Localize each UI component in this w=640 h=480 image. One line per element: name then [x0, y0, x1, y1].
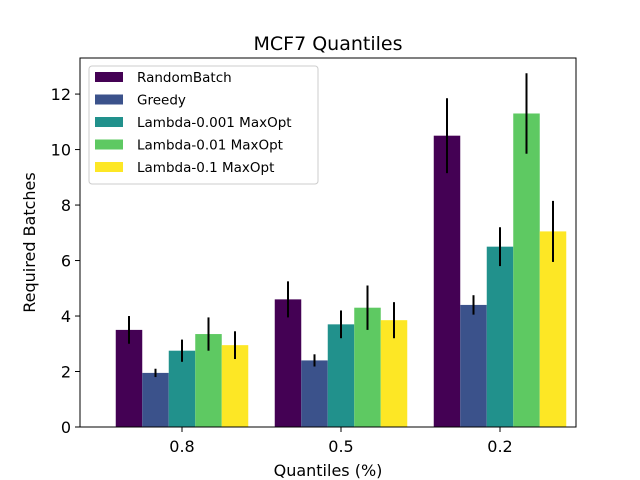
bar — [274, 299, 302, 427]
y-axis-ticks: 0 2 4 6 8 10 12 — [51, 85, 80, 437]
legend-label: Lambda-0.01 MaxOpt — [137, 138, 283, 154]
legend-swatch — [95, 94, 123, 105]
x-tick-label: 0.5 — [328, 437, 353, 456]
y-tick-label: 12 — [51, 85, 71, 104]
plot-frame — [79, 57, 577, 428]
y-tick-label: 2 — [61, 363, 71, 382]
legend-box — [88, 65, 319, 185]
bar — [142, 372, 169, 427]
bar — [115, 329, 143, 427]
legend-swatch — [95, 139, 123, 150]
legend-swatch — [95, 162, 123, 172]
y-tick-label: 6 — [61, 252, 71, 271]
y-axis-label: Required Batches — [20, 172, 39, 312]
bar — [460, 304, 487, 427]
bar — [539, 231, 567, 427]
bar — [433, 135, 461, 427]
chart-title: MCF7 Quantiles — [254, 33, 403, 55]
bar — [486, 246, 514, 427]
x-axis-label: Quantiles (%) — [274, 461, 383, 480]
y-tick-label: 10 — [51, 141, 71, 160]
x-axis-ticks: 0.8 0.5 0.2 — [169, 427, 513, 456]
legend-swatch — [95, 117, 123, 127]
y-tick-label: 4 — [61, 307, 71, 326]
bars-group — [115, 113, 567, 428]
legend-label: Greedy — [137, 93, 186, 109]
x-tick-label: 0.8 — [169, 437, 194, 456]
bar — [168, 350, 196, 427]
bar — [327, 324, 355, 427]
bar — [513, 113, 540, 428]
legend-label: RandomBatch — [137, 70, 232, 86]
legend-label: Lambda-0.1 MaxOpt — [137, 160, 274, 176]
legend-label: Lambda-0.001 MaxOpt — [137, 115, 292, 131]
legend: RandomBatch Greedy Lambda-0.001 MaxOpt Lamb… — [88, 65, 319, 185]
y-tick-label: 8 — [61, 196, 71, 215]
legend-swatch — [95, 72, 123, 82]
y-tick-label: 0 — [61, 418, 71, 437]
error-bars-group — [128, 73, 554, 378]
x-tick-label: 0.2 — [487, 437, 512, 456]
bar — [301, 360, 328, 427]
